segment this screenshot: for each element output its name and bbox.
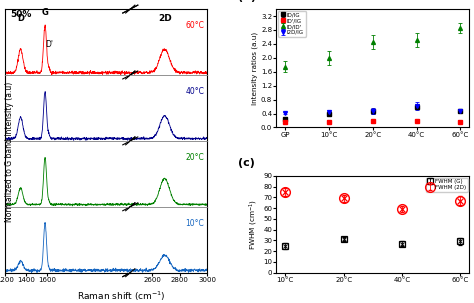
Text: (b): (b) (238, 0, 256, 2)
Text: D: D (17, 14, 24, 23)
Text: 60°C: 60°C (185, 21, 204, 30)
Text: Raman shift (cm$^{-1}$): Raman shift (cm$^{-1}$) (76, 290, 165, 303)
Text: 10°C: 10°C (185, 219, 204, 228)
Text: 2D: 2D (158, 14, 172, 23)
Y-axis label: FWHM (cm$^{-1}$): FWHM (cm$^{-1}$) (248, 199, 261, 250)
Text: D': D' (45, 40, 53, 49)
Text: 50%: 50% (10, 10, 31, 19)
Text: (c): (c) (238, 158, 255, 168)
Text: G: G (42, 8, 48, 17)
Text: 20°C: 20°C (185, 153, 204, 162)
Text: 40°C: 40°C (185, 87, 204, 96)
Text: Normalized to G band intensity (a.u): Normalized to G band intensity (a.u) (5, 82, 14, 221)
Legend: FWHM (G), FWHM (2D): FWHM (G), FWHM (2D) (426, 178, 467, 192)
Y-axis label: Intensity ratios (a.u): Intensity ratios (a.u) (252, 32, 258, 105)
Legend: ID/IG, ID'/IG, ID/ID', I2D/IG: ID/IG, ID'/IG, ID/ID', I2D/IG (278, 11, 306, 37)
